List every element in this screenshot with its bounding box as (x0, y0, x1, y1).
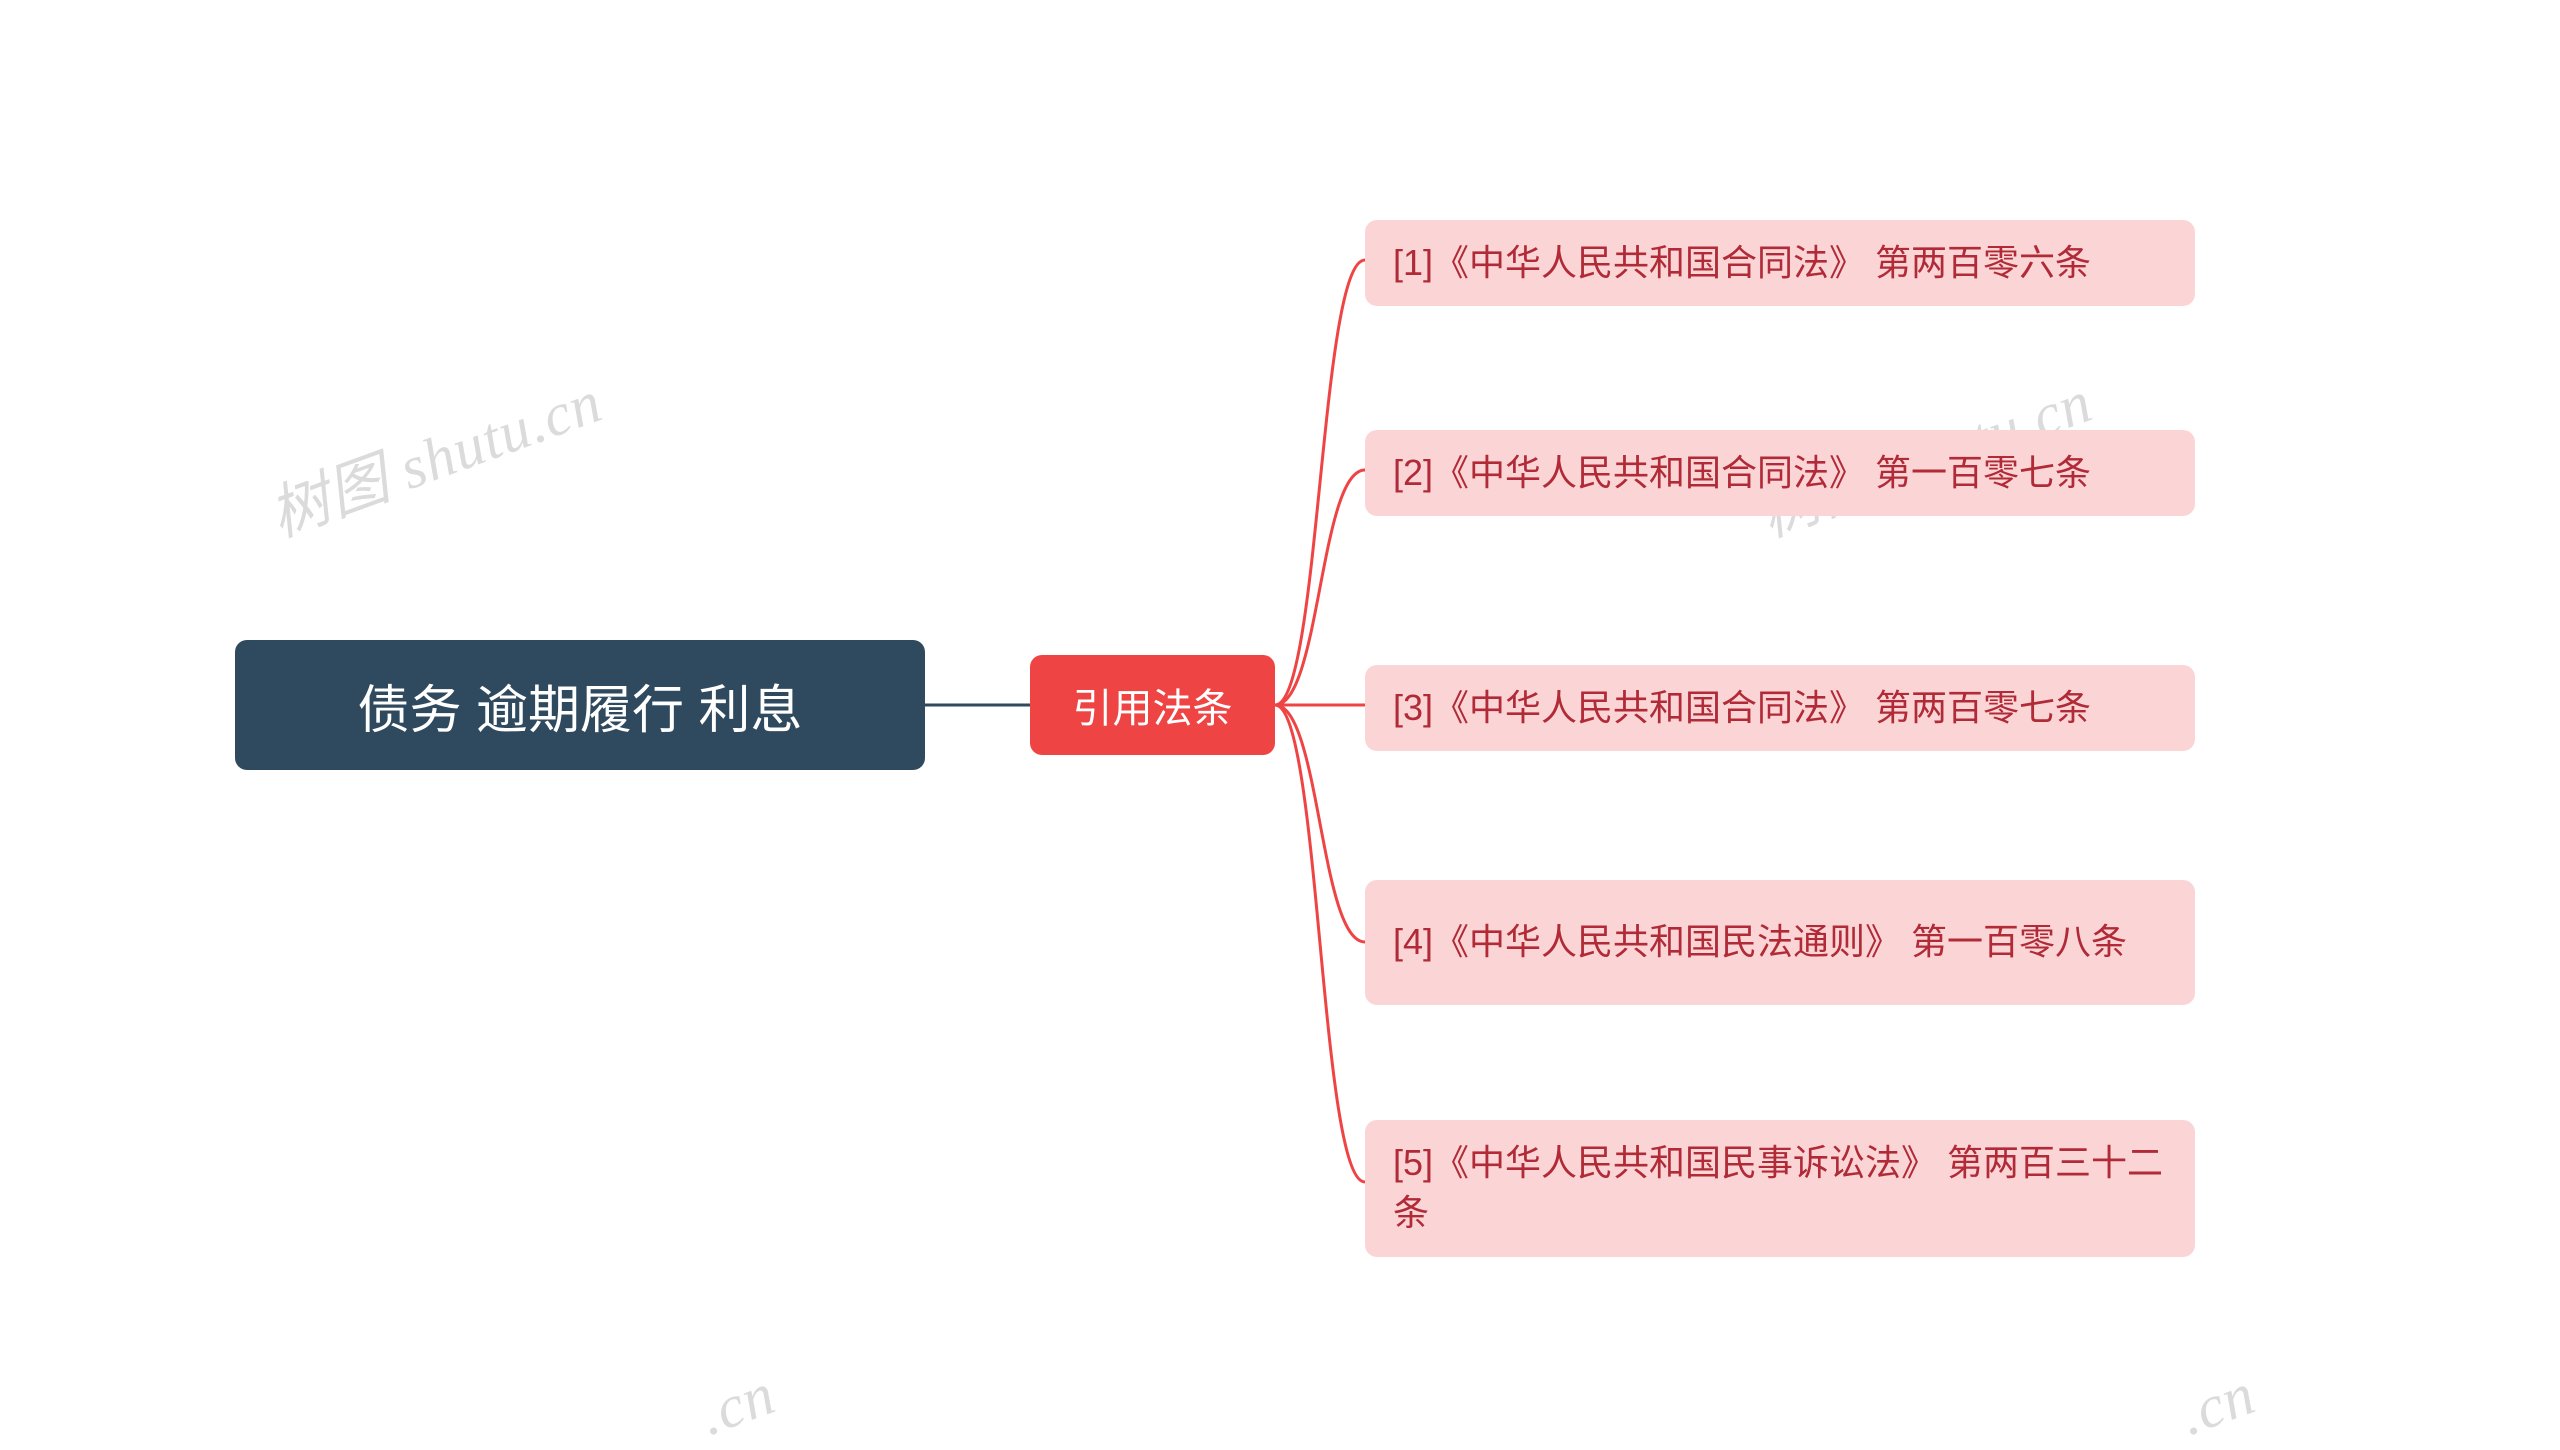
root-node[interactable]: 债务 逾期履行 利息 (235, 640, 925, 770)
category-label: 引用法条 (1073, 676, 1233, 734)
category-node[interactable]: 引用法条 (1030, 655, 1275, 755)
root-label: 债务 逾期履行 利息 (358, 668, 803, 743)
leaf-node[interactable]: [5]《中华人民共和国民事诉讼法》 第两百三十二条 (1365, 1120, 2195, 1257)
leaf-node[interactable]: [1]《中华人民共和国合同法》 第两百零六条 (1365, 220, 2195, 306)
leaf-node[interactable]: [3]《中华人民共和国合同法》 第两百零七条 (1365, 665, 2195, 751)
leaf-label: [3]《中华人民共和国合同法》 第两百零七条 (1393, 683, 2091, 733)
mindmap-container: 树图 shutu.cn 树图 shutu.cn .cn .cn 债务 逾期履行 … (0, 0, 2560, 1420)
watermark: .cn (2170, 1359, 2264, 1449)
watermark: .cn (690, 1359, 784, 1449)
leaf-label: [2]《中华人民共和国合同法》 第一百零七条 (1393, 448, 2091, 498)
leaf-label: [1]《中华人民共和国合同法》 第两百零六条 (1393, 238, 2091, 288)
leaf-label: [5]《中华人民共和国民事诉讼法》 第两百三十二条 (1393, 1138, 2167, 1239)
watermark: 树图 shutu.cn (256, 353, 612, 554)
leaf-node[interactable]: [2]《中华人民共和国合同法》 第一百零七条 (1365, 430, 2195, 516)
leaf-label: [4]《中华人民共和国民法通则》 第一百零八条 (1393, 917, 2127, 967)
leaf-node[interactable]: [4]《中华人民共和国民法通则》 第一百零八条 (1365, 880, 2195, 1005)
